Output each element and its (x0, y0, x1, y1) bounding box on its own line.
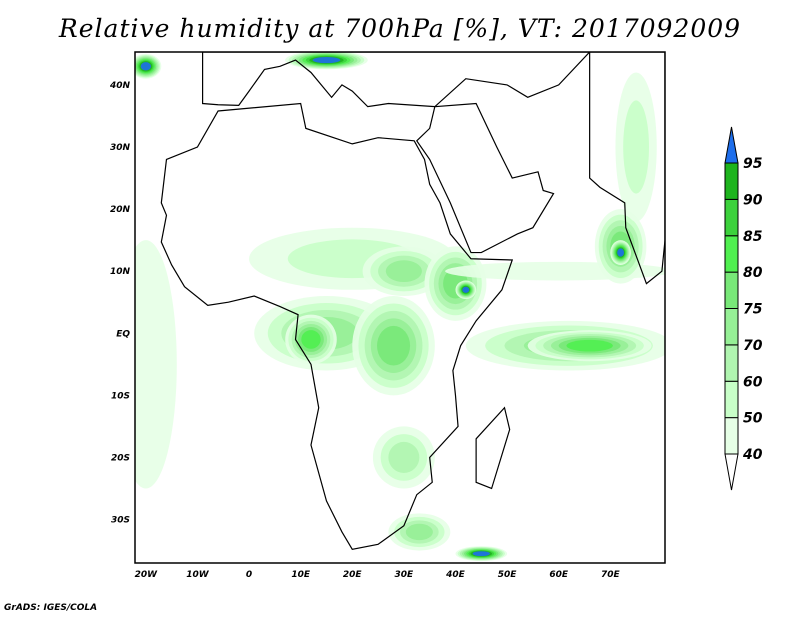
humidity-region (472, 551, 490, 557)
map-frame (134, 51, 666, 564)
credit-label: GrADS: IGES/COLA (4, 603, 98, 613)
lon-tick-label: 40E (445, 570, 466, 580)
colorbar-label: 85 (743, 229, 763, 245)
humidity-region (566, 339, 613, 352)
colorbar-swatch (724, 308, 739, 346)
humidity-region (462, 286, 470, 293)
madagascar-coastline (475, 406, 511, 490)
humidity-region (617, 248, 625, 257)
colorbar-swatch (724, 162, 739, 200)
colorbar-under-arrow (724, 453, 739, 491)
lon-tick-label: 30E (395, 570, 415, 580)
colorbar-swatch (724, 198, 739, 237)
lat-tick-label: 40N (109, 81, 131, 91)
coastlines (160, 52, 665, 551)
colorbar-label: 40 (742, 447, 763, 463)
lon-tick-label: 10E (291, 570, 311, 580)
lat-tick-label: 10N (110, 267, 131, 277)
humidity-region (388, 441, 420, 473)
lon-tick-label: 50E (498, 570, 518, 580)
axis-ticks: 20W 10W 0 10E 20E 30E 40E 50E 60E 70E 40N 30N 20N 10N… (109, 81, 621, 580)
lat-tick-label: 30N (110, 143, 131, 153)
lon-tick-label: 60E (549, 570, 569, 580)
colorbar-label: 90 (743, 192, 763, 208)
india-coastline (589, 52, 665, 285)
arabia-coastline (415, 102, 555, 254)
lat-tick-label: 10S (111, 391, 130, 401)
colorbar-swatch (724, 271, 739, 309)
map-title: Relative humidity at 700hPa [%], VT: 201… (58, 14, 742, 43)
lon-tick-label: 20E (343, 570, 363, 580)
colorbar-label: 75 (743, 302, 763, 318)
colorbar-swatch (724, 417, 739, 455)
colorbar-label: 60 (743, 374, 763, 390)
colorbar-swatch (724, 235, 739, 273)
humidity-region (623, 100, 650, 194)
lon-tick-label: 10W (186, 570, 210, 580)
humidity-region (377, 325, 411, 366)
colorbar-swatch (724, 380, 739, 419)
humidity-region (135, 240, 177, 489)
lon-tick-label: 0 (246, 570, 252, 580)
colorbar-label: 70 (743, 338, 763, 354)
humidity-region (405, 523, 433, 541)
colorbar-over-arrow (724, 126, 739, 164)
colorbar: 40 50 60 70 75 80 85 90 95 (724, 126, 763, 491)
humidity-region (301, 330, 321, 349)
colorbar-label: 80 (743, 265, 763, 281)
lon-tick-label: 20W (135, 570, 159, 580)
colorbar-swatch (724, 344, 739, 382)
humidity-fields (135, 52, 665, 562)
lat-tick-label: 20S (111, 453, 130, 463)
humidity-region (312, 56, 341, 64)
europe-coastline (202, 52, 591, 108)
lat-tick-label: 20N (110, 205, 131, 215)
colorbar-label: 50 (743, 411, 763, 427)
lat-tick-label: EQ (116, 329, 130, 339)
humidity-region (140, 62, 151, 71)
colorbar-label: 95 (743, 156, 763, 172)
lon-tick-label: 70E (601, 570, 621, 580)
humidity-region (385, 260, 422, 283)
lat-tick-label: 30S (111, 516, 130, 526)
africa-coastline (160, 102, 514, 551)
